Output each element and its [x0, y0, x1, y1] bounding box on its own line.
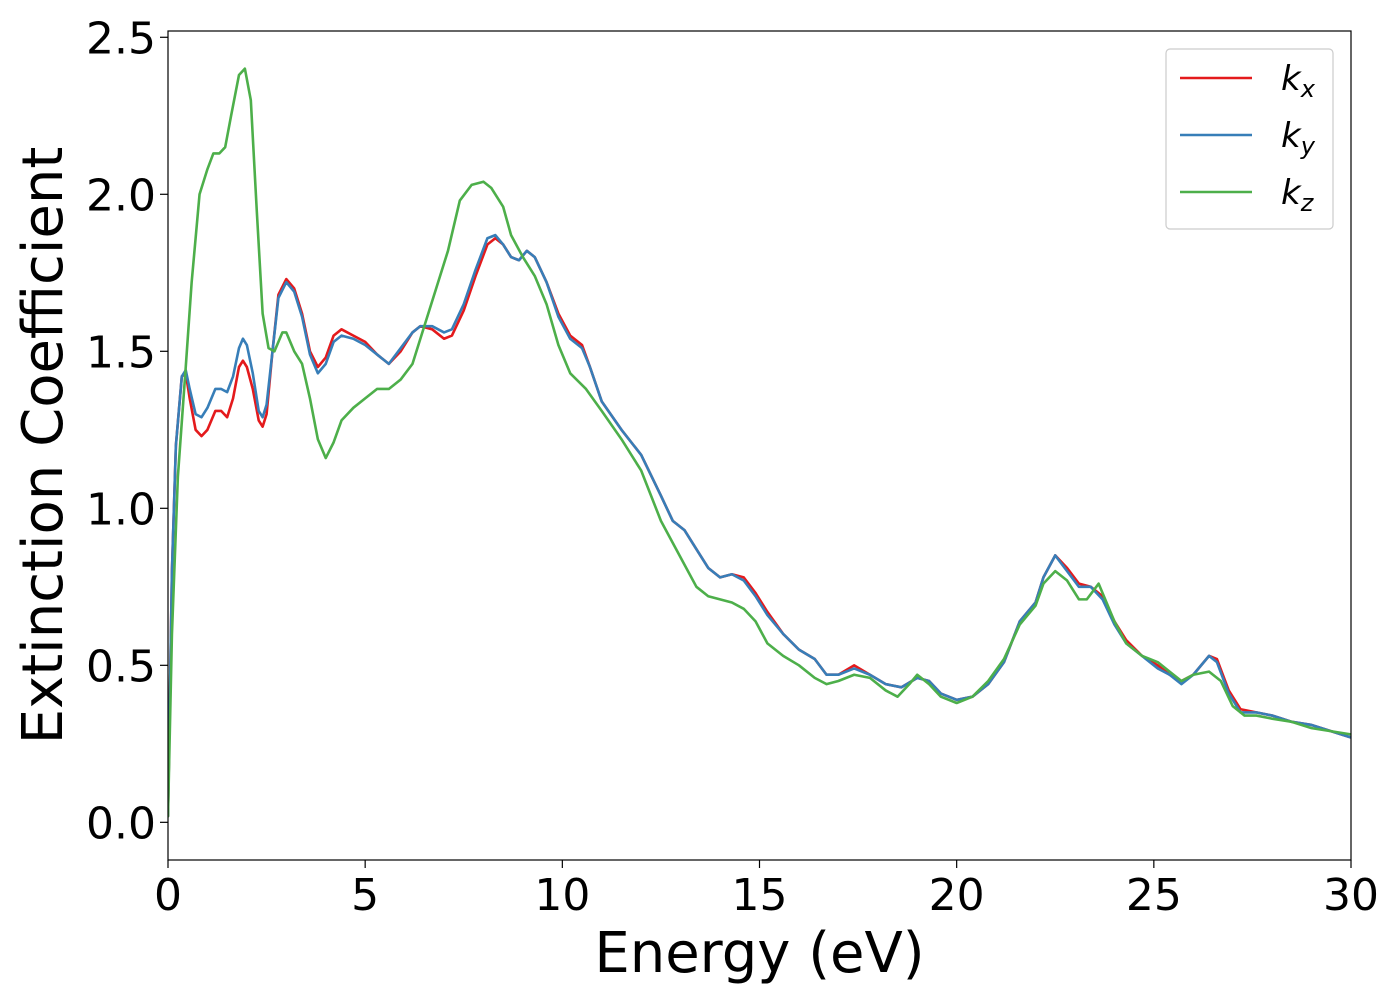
x-tick-label: 15 [732, 870, 788, 921]
legend-label-ky: ky [1281, 116, 1316, 160]
series-line-kz [168, 67, 1351, 818]
y-tick-label: 1.0 [86, 484, 156, 535]
series-layer [168, 67, 1351, 818]
series-line-ky [168, 233, 1351, 818]
x-tick-label: 10 [534, 870, 590, 921]
x-tick-label: 30 [1323, 870, 1379, 921]
y-tick-label: 2.5 [86, 13, 156, 64]
y-tick-label: 2.0 [86, 170, 156, 221]
y-tick-label: 1.5 [86, 327, 156, 378]
x-axis-label: Energy (eV) [594, 921, 924, 986]
legend: kx ky kz [1165, 48, 1334, 230]
legend-box [1165, 48, 1334, 230]
y-tick-label: 0.0 [86, 798, 156, 849]
x-tick-label: 5 [351, 870, 379, 921]
x-tick-label: 25 [1126, 870, 1182, 921]
legend-label-kx: kx [1281, 59, 1316, 103]
y-axis: 0.0 0.5 1.0 1.5 2.0 2.5 [86, 13, 168, 849]
x-axis: 0 5 10 15 20 25 30 [154, 860, 1379, 921]
x-tick-label: 0 [154, 870, 182, 921]
legend-label-kz: kz [1281, 173, 1315, 217]
y-axis-label: Extinction Coefficient [11, 147, 76, 745]
y-tick-label: 0.5 [86, 641, 156, 692]
x-tick-label: 20 [929, 870, 985, 921]
